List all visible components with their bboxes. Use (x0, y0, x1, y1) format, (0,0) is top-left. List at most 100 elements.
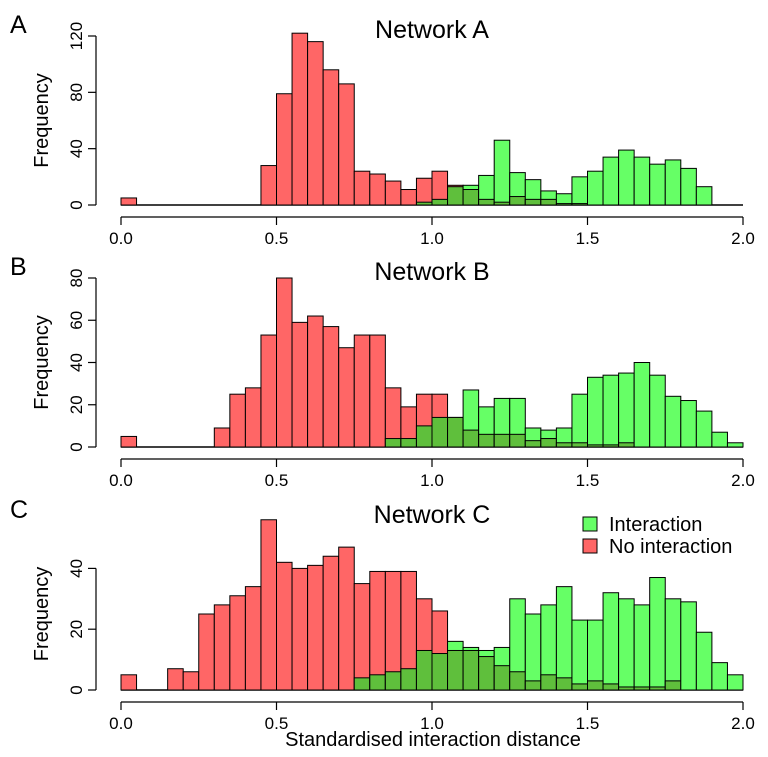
bar-interaction (680, 167, 697, 206)
bar-no-interaction (369, 570, 386, 691)
bars (120, 32, 713, 206)
bar-no-interaction (338, 347, 355, 448)
bar-overlap (555, 442, 573, 448)
bar-no-interaction (182, 671, 200, 691)
legend-label: Interaction (609, 514, 702, 536)
bar-overlap (384, 438, 402, 448)
panel-c: C Network C Frequency 0 20 40 0.0 0.5 1.0 1.5 2.0 (10, 496, 755, 733)
bar-no-interaction (384, 180, 402, 206)
x-tick-label: 1.5 (576, 471, 600, 490)
bar-interaction (524, 613, 542, 691)
panel-title: Network C (374, 501, 491, 529)
bar-overlap (509, 433, 526, 448)
bar-no-interaction (260, 334, 278, 448)
bar-overlap (415, 649, 433, 691)
bar-no-interaction (276, 561, 293, 691)
y-tick-label: 80 (67, 83, 86, 102)
bar-overlap (618, 442, 635, 448)
bar-no-interaction (322, 326, 340, 448)
bar-no-interaction (369, 334, 386, 448)
y-tick-label: 20 (67, 620, 86, 639)
bar-overlap (415, 201, 433, 206)
bar-no-interaction (307, 564, 324, 691)
bar-no-interaction (260, 519, 278, 691)
bar-no-interaction (120, 435, 138, 448)
bar-overlap (431, 653, 449, 691)
x-tick-label: 0.0 (109, 714, 133, 733)
bar-overlap (353, 677, 371, 691)
bar-overlap (555, 677, 573, 691)
bar-overlap (415, 425, 433, 448)
bar-interaction (664, 598, 682, 691)
panel-letter: B (10, 253, 27, 281)
bar-overlap (431, 416, 449, 448)
bar-interaction (680, 400, 697, 448)
y-tick-label: 60 (67, 311, 86, 330)
bar-no-interaction (322, 69, 340, 206)
bar-no-interaction (167, 668, 184, 691)
bar-interaction (555, 586, 573, 691)
y-axis-label: Frequency (31, 73, 53, 168)
bar-overlap (540, 198, 557, 206)
bar-no-interaction (353, 170, 371, 206)
y-axis-label: Frequency (31, 567, 53, 662)
x-tick-label: 2.0 (731, 714, 755, 733)
bar-no-interaction (229, 393, 246, 448)
bar-overlap (664, 680, 682, 691)
y-tick-label: 0 (67, 442, 86, 451)
bar-overlap (493, 665, 511, 691)
bar-interaction (602, 156, 620, 206)
bar-interaction (695, 631, 713, 691)
bar-interaction (680, 601, 697, 691)
bar-overlap (431, 198, 449, 206)
bar-interaction (571, 176, 589, 206)
bar-overlap (524, 198, 542, 206)
bar-no-interaction (322, 555, 340, 691)
bar-interaction (633, 604, 651, 691)
y-tick-label: 0 (67, 200, 86, 209)
bar-overlap (587, 680, 604, 691)
legend-swatch (582, 538, 598, 554)
x-axis-label: Standardised interaction distance (285, 729, 581, 751)
bar-overlap (478, 656, 495, 691)
bar-interaction (664, 395, 682, 448)
bar-no-interaction (307, 315, 324, 448)
bar-interaction (726, 442, 744, 448)
bar-overlap (509, 671, 526, 691)
bar-interaction (695, 410, 713, 448)
bar-interaction (571, 619, 589, 691)
panel-b: B Network B Frequency 0 20 40 60 80 0.0 0.5 1.0 1.5… (10, 253, 755, 490)
bar-overlap (602, 444, 620, 448)
bar-interaction (711, 662, 728, 691)
y-axis-label: Frequency (31, 315, 53, 410)
legend-label: No interaction (609, 536, 732, 558)
bar-interaction (587, 170, 604, 206)
bar-interaction (602, 374, 620, 448)
x-tick-label: 1.5 (576, 714, 600, 733)
bar-overlap (462, 189, 480, 206)
bar-interaction (618, 598, 635, 691)
x-tick-label: 1.0 (420, 714, 444, 733)
y-tick-label: 0 (67, 685, 86, 694)
bar-interaction (493, 139, 511, 206)
bar-overlap (524, 440, 542, 448)
bar-overlap (493, 433, 511, 448)
bar-overlap (400, 668, 417, 691)
bar-overlap (633, 686, 651, 691)
x-tick-label: 1.0 (420, 229, 444, 248)
bar-interaction (726, 674, 744, 691)
bar-overlap (369, 674, 386, 691)
bar-overlap (571, 203, 589, 206)
panel-a: A Network A Frequency 0 40 80 120 0.0 0.5 1.0 1.5 2… (10, 11, 755, 248)
bar-no-interaction (244, 387, 262, 448)
x-tick-label: 1.0 (420, 471, 444, 490)
bar-overlap (447, 649, 464, 691)
x-tick-label: 0.0 (109, 471, 133, 490)
legend-swatch (582, 516, 598, 532)
bar-no-interaction (369, 173, 386, 206)
panel-letter: A (10, 11, 27, 39)
bar-no-interaction (353, 334, 371, 448)
bar-no-interaction (120, 674, 138, 691)
y-tick-label: 40 (67, 139, 86, 158)
